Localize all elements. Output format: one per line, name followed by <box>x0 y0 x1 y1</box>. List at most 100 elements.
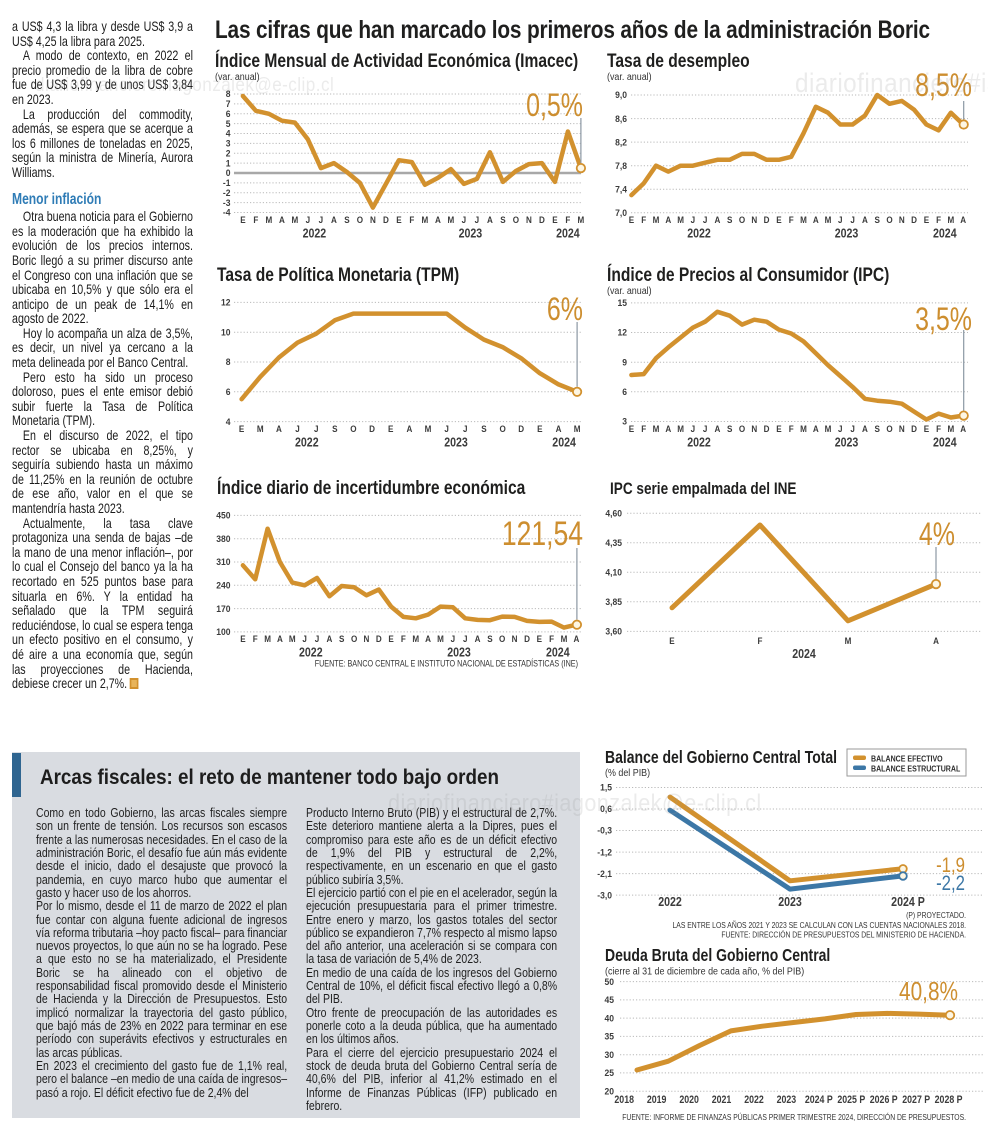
svg-text:4,10: 4,10 <box>605 567 622 578</box>
svg-text:FUENTE: DIRECCIÓN DE PRESUPUES: FUENTE: DIRECCIÓN DE PRESUPUESTOS DEL MI… <box>721 930 966 940</box>
svg-text:E: E <box>388 424 394 435</box>
svg-text:N: N <box>370 215 376 226</box>
svg-text:A: A <box>425 634 431 645</box>
svg-text:2023: 2023 <box>835 227 859 241</box>
svg-text:J: J <box>444 424 449 435</box>
svg-text:-0,3: -0,3 <box>597 825 612 836</box>
svg-text:450: 450 <box>216 510 230 521</box>
svg-text:Tasa de Política Monetaria (TP: Tasa de Política Monetaria (TPM) <box>217 263 459 285</box>
svg-text:D: D <box>518 424 524 435</box>
svg-text:S: S <box>727 424 733 435</box>
svg-text:E: E <box>537 424 543 435</box>
svg-text:7,4: 7,4 <box>615 184 627 195</box>
svg-text:O: O <box>350 424 357 435</box>
svg-text:2024: 2024 <box>556 227 580 241</box>
svg-text:-2,1: -2,1 <box>597 868 612 879</box>
svg-text:F: F <box>565 215 570 226</box>
svg-text:N: N <box>512 634 518 645</box>
svg-text:E: E <box>240 634 246 645</box>
svg-text:-3: -3 <box>223 197 231 208</box>
svg-text:8,5%: 8,5% <box>915 68 972 104</box>
svg-text:A: A <box>435 215 441 226</box>
svg-text:E: E <box>924 424 930 435</box>
svg-text:(var. anual): (var. anual) <box>607 285 652 297</box>
svg-text:2023: 2023 <box>778 895 802 909</box>
svg-text:FUENTE: INFORME DE FINANZAS PÚ: FUENTE: INFORME DE FINANZAS PÚBLICAS PRI… <box>622 1112 966 1122</box>
svg-text:2022: 2022 <box>295 436 319 450</box>
svg-text:S: S <box>332 424 338 435</box>
svg-text:M: M <box>561 634 568 645</box>
svg-text:J: J <box>319 215 324 226</box>
svg-text:M: M <box>412 634 419 645</box>
svg-text:M: M <box>264 634 271 645</box>
svg-text:M: M <box>422 215 429 226</box>
svg-text:170: 170 <box>216 603 230 614</box>
svg-text:BALANCE EFECTIVO: BALANCE EFECTIVO <box>871 754 943 764</box>
svg-text:M: M <box>825 424 832 435</box>
svg-text:F: F <box>641 215 646 226</box>
svg-text:M: M <box>825 215 832 226</box>
svg-text:2022: 2022 <box>299 646 323 660</box>
svg-text:A: A <box>475 634 481 645</box>
svg-text:M: M <box>574 424 581 435</box>
svg-text:D: D <box>911 215 917 226</box>
svg-text:F: F <box>409 215 414 226</box>
svg-text:O: O <box>499 634 506 645</box>
svg-text:(cierre al 31 de diciembre de: (cierre al 31 de diciembre de cada año, … <box>605 966 804 978</box>
svg-text:D: D <box>524 634 530 645</box>
svg-text:0,5%: 0,5% <box>526 88 583 124</box>
svg-text:100: 100 <box>216 627 230 638</box>
svg-text:8: 8 <box>226 89 231 100</box>
svg-text:6%: 6% <box>547 292 583 328</box>
svg-text:Deuda Bruta del Gobierno Centr: Deuda Bruta del Gobierno Central <box>605 947 830 966</box>
svg-text:Balance del Gobierno Central T: Balance del Gobierno Central Total <box>605 749 837 768</box>
svg-text:E: E <box>552 215 558 226</box>
svg-text:121,54: 121,54 <box>502 515 583 553</box>
svg-text:S: S <box>339 634 345 645</box>
svg-text:S: S <box>727 215 733 226</box>
svg-text:A: A <box>714 215 720 226</box>
svg-text:M: M <box>292 215 299 226</box>
svg-text:O: O <box>886 424 893 435</box>
svg-text:-2: -2 <box>223 187 231 198</box>
svg-text:F: F <box>789 215 794 226</box>
svg-text:F: F <box>936 424 941 435</box>
svg-text:10: 10 <box>221 327 230 338</box>
svg-text:S: S <box>487 634 493 645</box>
svg-text:F: F <box>549 634 554 645</box>
svg-text:2022: 2022 <box>687 436 711 450</box>
svg-text:4%: 4% <box>919 517 955 553</box>
svg-text:A: A <box>813 215 819 226</box>
svg-text:A: A <box>573 634 579 645</box>
svg-text:E: E <box>396 215 402 226</box>
svg-text:O: O <box>499 424 506 435</box>
svg-text:3,85: 3,85 <box>605 597 622 608</box>
svg-text:A: A <box>406 424 412 435</box>
svg-text:J: J <box>463 424 468 435</box>
svg-text:M: M <box>653 215 660 226</box>
svg-text:A: A <box>326 634 332 645</box>
svg-text:D: D <box>764 424 770 435</box>
svg-text:7,0: 7,0 <box>615 208 627 219</box>
svg-text:2022: 2022 <box>303 227 327 241</box>
svg-text:D: D <box>911 424 917 435</box>
svg-text:3: 3 <box>226 138 231 149</box>
svg-text:J: J <box>475 215 480 226</box>
svg-text:O: O <box>357 215 364 226</box>
svg-text:2021: 2021 <box>712 1094 732 1106</box>
svg-text:15: 15 <box>618 298 627 309</box>
svg-text:N: N <box>526 215 532 226</box>
svg-text:F: F <box>641 424 646 435</box>
svg-text:A: A <box>862 215 868 226</box>
svg-text:3,60: 3,60 <box>605 626 622 637</box>
svg-text:J: J <box>850 215 855 226</box>
svg-text:A: A <box>556 424 562 435</box>
svg-text:A: A <box>960 424 966 435</box>
svg-text:E: E <box>537 634 543 645</box>
svg-text:8,2: 8,2 <box>615 137 627 148</box>
svg-text:12: 12 <box>618 327 627 338</box>
svg-text:J: J <box>306 215 311 226</box>
svg-text:N: N <box>899 424 905 435</box>
svg-text:2: 2 <box>226 148 231 159</box>
svg-text:M: M <box>948 215 955 226</box>
